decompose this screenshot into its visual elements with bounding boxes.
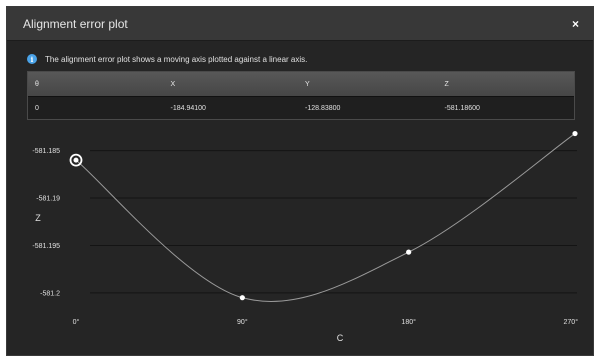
header-x: X	[170, 80, 176, 88]
y-tick-label: -581.19	[36, 196, 60, 203]
x-tick-label: 270°	[564, 318, 579, 326]
cell-x: -184.94100	[170, 104, 206, 112]
alignment-error-dialog: Alignment error plot × i The alignment e…	[6, 6, 594, 356]
data-point	[73, 157, 79, 163]
x-tick-label: 180°	[401, 318, 416, 326]
info-icon: i	[27, 54, 37, 64]
close-icon[interactable]: ×	[571, 16, 579, 31]
y-tick-label: -581.195	[32, 243, 60, 250]
selected-data-point-ring	[69, 153, 83, 167]
y-tick-label: -581.185	[32, 148, 60, 155]
cell-y: -128.83800	[305, 104, 341, 112]
header-y: Y	[305, 80, 310, 88]
cell-theta: 0	[35, 104, 39, 112]
info-message: i The alignment error plot shows a movin…	[7, 48, 593, 70]
dialog-titlebar: Alignment error plot ×	[7, 7, 593, 41]
cell-z: -581.18600	[444, 104, 480, 112]
data-point	[572, 130, 578, 137]
x-tick-label: 0°	[73, 318, 80, 326]
header-theta: θ	[35, 80, 39, 88]
alignment-table: θ X Y Z 0 -184.94100 -128.83800 -581.186…	[27, 71, 575, 120]
header-z: Z	[444, 80, 449, 88]
table-header: θ X Y Z	[28, 72, 574, 96]
series-line	[75, 133, 576, 302]
info-text: The alignment error plot shows a moving …	[45, 54, 308, 64]
y-axis-label: Z	[35, 213, 41, 223]
x-tick-label: 90°	[237, 318, 248, 326]
table-row[interactable]: 0 -184.94100 -128.83800 -581.18600	[28, 96, 574, 119]
alignment-error-chart: -581.185 -581.19 -581.195 -581.2 0° 90° 180° 27…	[32, 130, 579, 343]
x-axis-label: C	[337, 333, 344, 343]
data-point	[239, 295, 245, 301]
y-tick-label: -581.2	[40, 290, 60, 297]
dialog-title: Alignment error plot	[23, 16, 128, 31]
data-point	[406, 249, 412, 255]
